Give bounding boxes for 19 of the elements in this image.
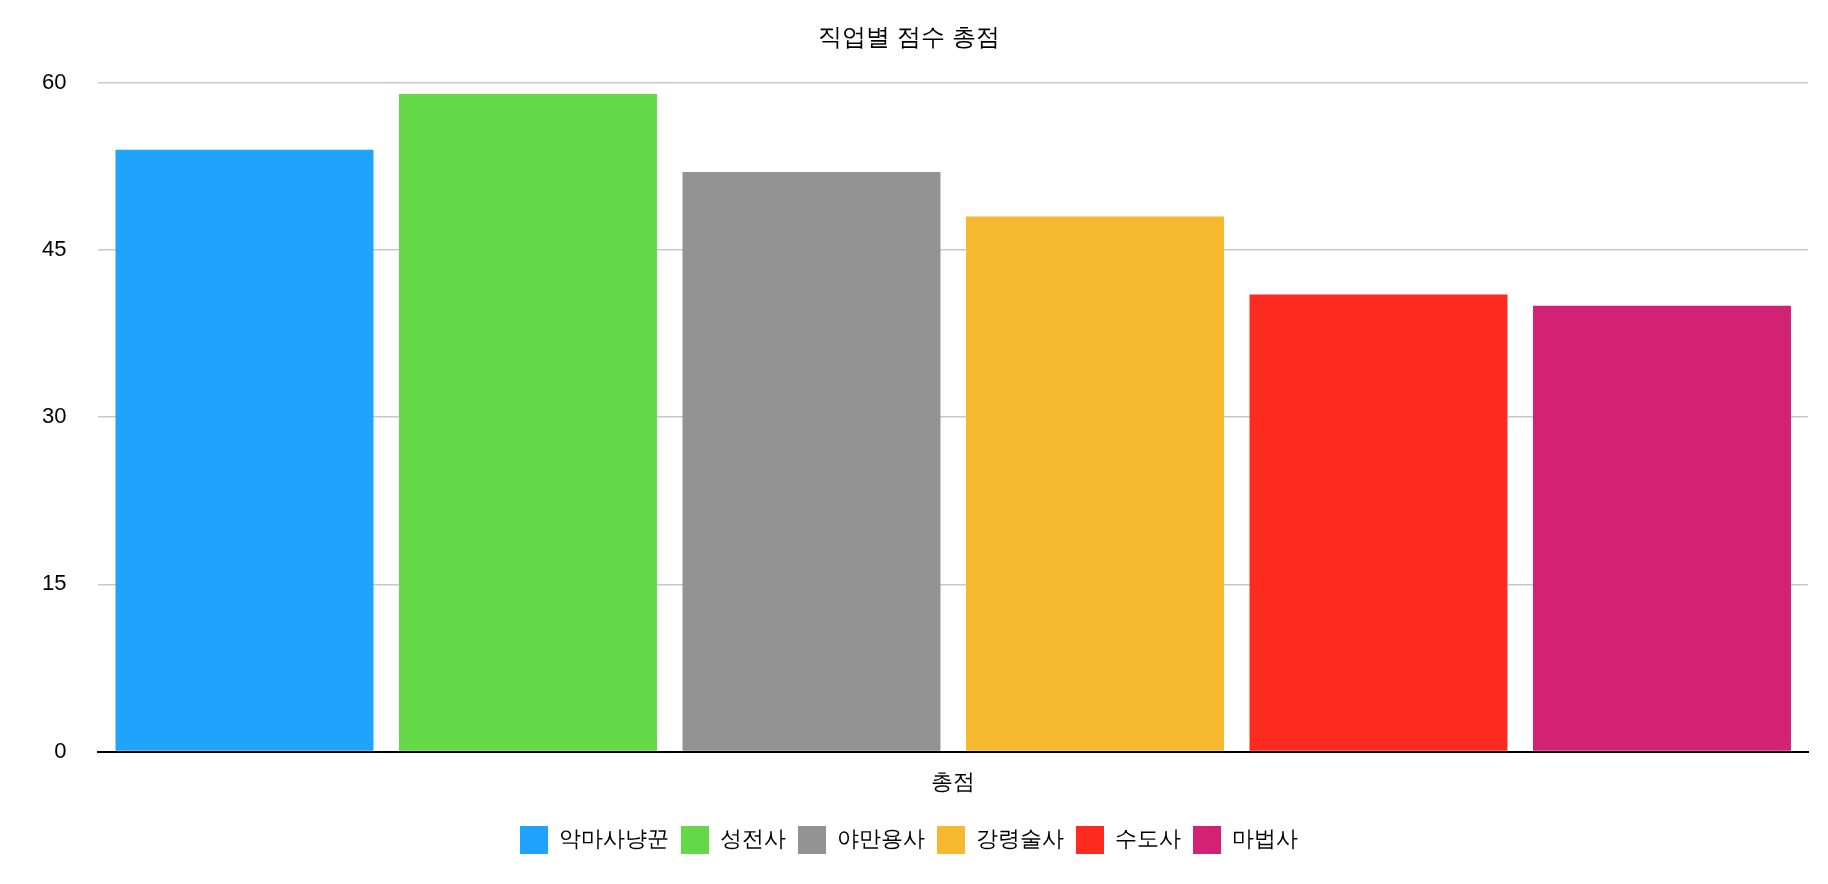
legend-label: 야만용사 [837, 826, 925, 852]
bar [1532, 305, 1791, 751]
legend-label: 강령술사 [976, 826, 1064, 852]
bar [965, 216, 1224, 751]
y-tick-label: 0 [54, 737, 67, 763]
chart-title: 직업별 점수 총점 [818, 23, 1000, 51]
legend-label: 수도사 [1115, 826, 1181, 852]
legend-label: 마법사 [1232, 826, 1298, 852]
y-tick-label: 30 [41, 403, 67, 429]
bar [682, 171, 941, 751]
y-tick-label: 60 [41, 68, 67, 94]
bar [115, 149, 374, 751]
legend-label: 악마사냥꾼 [559, 826, 669, 852]
legend-label: 성전사 [720, 826, 786, 852]
y-tick-label: 15 [41, 570, 67, 596]
bar [1249, 294, 1508, 751]
bar [399, 93, 657, 751]
x-tick-label: 총점 [931, 768, 976, 794]
y-tick-label: 45 [41, 236, 67, 262]
